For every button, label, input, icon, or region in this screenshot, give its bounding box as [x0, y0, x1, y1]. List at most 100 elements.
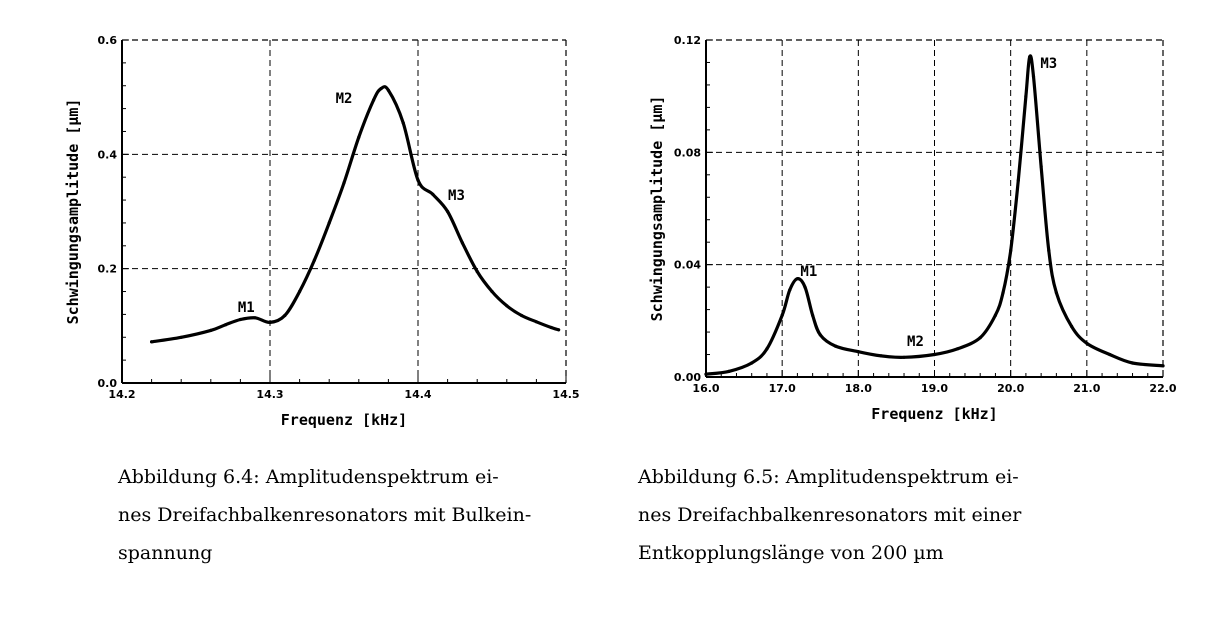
- data-point: [902, 355, 906, 359]
- data-point: [978, 336, 982, 340]
- x-tick-label: 14.2: [108, 388, 135, 401]
- data-point: [780, 313, 784, 317]
- data-point: [788, 288, 792, 292]
- y-axis-label: Schwingungsamplitude [µm]: [64, 99, 82, 325]
- caption-line: Entkopplungslänge von 200 µm: [638, 542, 944, 564]
- data-point: [856, 350, 860, 354]
- y-tick-label: 0.6: [98, 34, 118, 47]
- caption-line: nes Dreifachbalkenresonators mit einer: [638, 504, 1022, 526]
- data-point: [818, 333, 822, 337]
- data-point: [932, 352, 937, 357]
- x-tick-label: 14.5: [552, 388, 579, 401]
- data-point: [475, 269, 479, 274]
- mode-label: M3: [448, 188, 465, 204]
- x-tick-label: 19.0: [921, 382, 948, 395]
- x-tick-label: 14.4: [404, 388, 431, 401]
- x-axis-label: Frequenz [kHz]: [871, 405, 997, 423]
- data-point: [549, 325, 553, 330]
- mode-label: M2: [907, 334, 924, 350]
- chart-amplitude-bulk: 14.2 14.3 14.4 14.5 0.0 0.2 0.4 0.6 Frequenz [kH…: [64, 34, 580, 429]
- y-tick-label: 0.4: [98, 148, 118, 161]
- mode-label: M2: [336, 91, 353, 107]
- caption-line: nes Dreifachbalkenresonators mit Bulkein…: [118, 504, 532, 526]
- data-point: [431, 192, 435, 196]
- mode-label: M3: [1040, 56, 1057, 72]
- data-point: [795, 277, 800, 281]
- x-tick-label: 20.0: [997, 382, 1024, 395]
- series-line: [150, 85, 561, 344]
- data-point: [150, 340, 154, 344]
- data-point: [993, 313, 998, 317]
- data-point: [372, 98, 376, 102]
- data-point: [327, 221, 331, 225]
- x-tick-label: 21.0: [1073, 382, 1100, 395]
- data-point: [1047, 249, 1051, 253]
- data-point: [704, 372, 708, 376]
- y-tick-label: 0.12: [674, 34, 701, 47]
- y-tick-label: 0.04: [674, 259, 701, 272]
- data-point: [1130, 361, 1135, 365]
- data-point: [750, 361, 754, 365]
- data-point: [520, 313, 524, 318]
- data-point: [534, 320, 539, 324]
- data-point: [268, 320, 272, 324]
- x-tick-label: 14.3: [256, 388, 283, 401]
- caption-figure-6-5: Abbildung 6.5: Amplitudenspektrum ei- ne…: [638, 458, 1138, 572]
- data-point: [238, 317, 242, 322]
- data-point: [879, 354, 883, 358]
- data-point: [298, 289, 302, 294]
- data-point: [379, 87, 383, 91]
- y-tick-label: 0.2: [98, 263, 118, 276]
- data-point: [1085, 341, 1089, 345]
- data-point: [557, 328, 561, 332]
- y-tick-label: 0.0: [98, 377, 118, 390]
- data-point: [1031, 74, 1036, 79]
- data-point: [357, 135, 361, 139]
- data-point: [1161, 364, 1165, 368]
- data-point: [312, 258, 316, 262]
- data-point: [283, 313, 287, 318]
- data-point: [1054, 291, 1058, 295]
- data-point: [1009, 249, 1013, 253]
- data-point: [1016, 178, 1020, 182]
- data-point: [253, 316, 257, 320]
- caption-figure-6-4: Abbildung 6.4: Amplitudenspektrum ei- ne…: [118, 458, 618, 572]
- data-point: [1039, 164, 1043, 168]
- data-point: [401, 121, 405, 125]
- data-point: [1001, 291, 1005, 295]
- data-point: [224, 323, 228, 327]
- caption-line: Abbildung 6.4: Amplitudenspektrum ei-: [118, 466, 499, 488]
- data-point: [765, 347, 769, 351]
- x-axis-label: Frequenz [kHz]: [281, 411, 407, 429]
- data-point: [1024, 94, 1028, 98]
- x-tick-label: 16.0: [692, 382, 719, 395]
- caption-line: spannung: [118, 542, 213, 564]
- data-point: [1070, 324, 1074, 328]
- data-point: [342, 181, 346, 185]
- data-point: [386, 88, 390, 92]
- x-tick-label: 22.0: [1149, 382, 1176, 395]
- y-axis-label: Schwingungsamplitude [µm]: [648, 96, 666, 322]
- mode-label: M1: [238, 300, 255, 316]
- y-tick-label: 0.00: [674, 371, 701, 384]
- data-point: [416, 178, 420, 182]
- x-tick-label: 18.0: [845, 382, 872, 395]
- caption-line: Abbildung 6.5: Amplitudenspektrum ei-: [638, 466, 1019, 488]
- data-point: [833, 344, 838, 348]
- data-point: [490, 289, 494, 294]
- data-point: [1108, 352, 1112, 357]
- data-point: [727, 369, 731, 373]
- x-tick-label: 17.0: [769, 382, 796, 395]
- data-point: [505, 304, 509, 308]
- data-point: [460, 241, 464, 245]
- data-point: [446, 209, 450, 214]
- data-point: [811, 313, 815, 317]
- data-point: [179, 335, 183, 339]
- data-point: [1028, 55, 1032, 59]
- data-point: [803, 285, 807, 289]
- data-point: [955, 347, 960, 351]
- mode-label: M1: [800, 264, 817, 280]
- y-tick-label: 0.08: [674, 146, 701, 159]
- data-point: [209, 328, 213, 332]
